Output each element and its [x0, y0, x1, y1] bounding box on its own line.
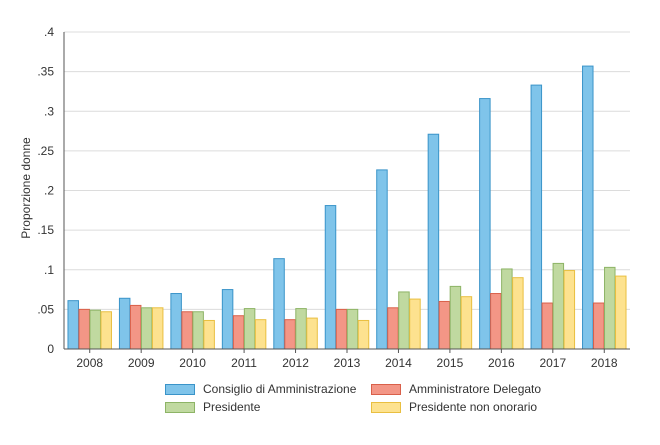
y-tick-label: .15	[37, 223, 54, 237]
bar-amministratore-2018	[593, 302, 605, 350]
bar-presidente-non-onorario-2012	[306, 317, 318, 350]
bar-presidente-non-onorario-2008	[100, 311, 112, 350]
bar-presidente-2009	[140, 307, 153, 350]
bar-amministratore-2015	[438, 300, 451, 350]
legend-item-consiglio: Consiglio di Amministrazione	[165, 382, 371, 396]
legend-swatch-presidente	[165, 401, 195, 413]
legend: Consiglio di Amministrazione Amministrat…	[165, 380, 605, 416]
bar-amministratore-2017	[541, 302, 554, 350]
legend-label-presidente-non-onorario: Presidente non onorario	[409, 400, 538, 414]
bar-amministratore-2016	[490, 293, 502, 350]
x-tick-label: 2008	[76, 356, 103, 370]
bar-consiglio-2008	[67, 300, 79, 350]
bar-amministratore-2010	[181, 311, 193, 350]
bars-layer	[67, 65, 627, 350]
bar-consiglio-2015	[427, 133, 440, 350]
x-tick-label: 2011	[231, 356, 257, 370]
legend-label-consiglio: Consiglio di Amministrazione	[203, 382, 357, 396]
bar-presidente-non-onorario-2009	[151, 307, 164, 350]
x-tick-label: 2013	[334, 356, 361, 370]
x-tick-label: 2018	[591, 356, 618, 370]
legend-label-amministratore: Amministratore Delegato	[409, 382, 542, 396]
legend-row: Presidente Presidente non onorario	[165, 398, 605, 416]
y-tick-label: .2	[44, 184, 54, 198]
bar-presidente-non-onorario-2018	[615, 275, 627, 350]
bar-presidente-non-onorario-2011	[254, 319, 267, 350]
bar-presidente-2016	[501, 268, 513, 350]
bar-amministratore-2012	[284, 319, 296, 350]
bar-presidente-2017	[552, 262, 565, 350]
y-tick-label: .1	[44, 263, 54, 277]
bar-consiglio-2011	[221, 289, 234, 350]
bar-presidente-2010	[192, 311, 204, 350]
bar-consiglio-2013	[324, 205, 337, 350]
x-tick-label: 2010	[179, 356, 206, 370]
bar-presidente-2014	[398, 291, 410, 350]
bar-amministratore-2013	[335, 308, 348, 350]
bar-consiglio-2009	[118, 297, 131, 350]
x-tick-label: 2016	[488, 356, 515, 370]
y-axis-label: Proporzione donne	[19, 137, 33, 239]
axis-layer: 0 .05 .1 .15 .2 .25 .3 .35 .4 2008 2009 2010 2011 201…	[37, 25, 630, 370]
bar-consiglio-2010	[170, 293, 182, 350]
legend-item-amministratore: Amministratore Delegato	[371, 382, 577, 396]
legend-swatch-amministratore	[371, 383, 401, 395]
x-tick-label: 2015	[437, 356, 464, 370]
legend-swatch-consiglio	[165, 383, 195, 395]
x-tick-label: 2017	[539, 356, 566, 370]
bar-consiglio-2018	[582, 65, 594, 350]
bar-amministratore-2008	[78, 308, 90, 350]
bar-amministratore-2009	[129, 304, 142, 350]
bar-presidente-2011	[243, 308, 256, 350]
bar-consiglio-2016	[479, 98, 491, 350]
bar-consiglio-2014	[376, 169, 388, 350]
y-tick-label: .3	[44, 104, 54, 118]
y-tick-label: .35	[37, 65, 54, 79]
bar-amministratore-2011	[232, 315, 245, 350]
bar-presidente-non-onorario-2017	[563, 270, 576, 350]
y-tick-label: 0	[47, 342, 54, 356]
bar-presidente-non-onorario-2010	[203, 319, 215, 350]
bar-presidente-non-onorario-2013	[357, 319, 370, 350]
legend-label-presidente: Presidente	[203, 400, 261, 414]
bar-presidente-non-onorario-2015	[460, 296, 473, 350]
bar-amministratore-2014	[387, 307, 399, 350]
x-tick-label: 2012	[282, 356, 309, 370]
legend-swatch-presidente-non-onorario	[371, 401, 401, 413]
bar-presidente-2018	[604, 266, 616, 350]
x-tick-label: 2014	[385, 356, 412, 370]
bar-presidente-2012	[295, 308, 307, 350]
y-tick-label: .4	[44, 25, 54, 39]
legend-item-presidente-non-onorario: Presidente non onorario	[371, 400, 577, 414]
bar-presidente-non-onorario-2014	[409, 298, 421, 350]
bar-presidente-2013	[346, 308, 359, 350]
legend-item-presidente: Presidente	[165, 400, 371, 414]
grid-layer	[64, 31, 630, 350]
bar-presidente-2008	[89, 309, 101, 350]
legend-row: Consiglio di Amministrazione Amministrat…	[165, 380, 605, 398]
bar-consiglio-2012	[273, 258, 285, 350]
bar-presidente-non-onorario-2016	[512, 277, 524, 350]
bar-consiglio-2017	[530, 84, 543, 350]
y-tick-label: .25	[37, 144, 54, 158]
y-tick-label: .05	[37, 302, 54, 316]
x-tick-label: 2009	[128, 356, 155, 370]
bar-presidente-2015	[449, 285, 462, 350]
